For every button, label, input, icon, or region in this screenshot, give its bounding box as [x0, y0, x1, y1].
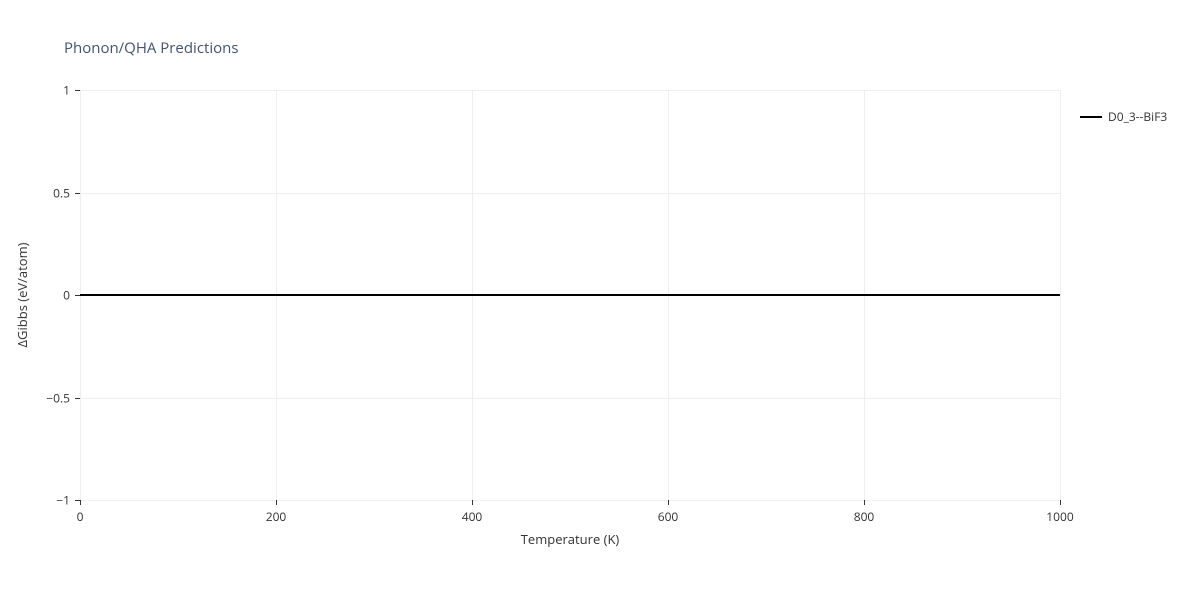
x-tick-mark [80, 500, 81, 505]
x-tick-mark [472, 500, 473, 505]
y-tick-label: 0 [40, 287, 70, 304]
x-axis-label: Temperature (K) [521, 530, 620, 548]
x-tick-label: 600 [658, 508, 679, 525]
x-tick-label: 0 [77, 508, 84, 525]
x-tick-mark [668, 500, 669, 505]
y-tick-mark [75, 193, 80, 194]
legend[interactable]: D0_3--BiF3 [1080, 108, 1167, 125]
x-tick-label: 800 [854, 508, 875, 525]
grid-line-horizontal [80, 193, 1060, 194]
y-tick-label: 0.5 [40, 184, 70, 201]
legend-swatch [1080, 116, 1102, 118]
chart-title: Phonon/QHA Predictions [64, 38, 239, 58]
grid-line-horizontal [80, 398, 1060, 399]
legend-series-label: D0_3--BiF3 [1108, 108, 1167, 125]
y-tick-mark [75, 398, 80, 399]
y-tick-mark [75, 90, 80, 91]
y-tick-label: −1 [40, 492, 70, 509]
grid-line-vertical [1060, 90, 1061, 500]
y-tick-mark [75, 500, 80, 501]
x-tick-label: 200 [266, 508, 287, 525]
y-axis-label: ΔGibbs (eV/atom) [13, 243, 31, 348]
chart-container: Phonon/QHA Predictions 0 200 400 600 800 1000… [0, 0, 1200, 600]
y-tick-label: 1 [40, 82, 70, 99]
x-tick-label: 400 [462, 508, 483, 525]
grid-line-horizontal [80, 500, 1060, 501]
y-tick-mark [75, 295, 80, 296]
x-tick-mark [276, 500, 277, 505]
series-line[interactable] [80, 294, 1060, 296]
grid-line-horizontal [80, 90, 1060, 91]
plot-area[interactable] [80, 90, 1060, 500]
x-tick-label: 1000 [1046, 508, 1073, 525]
y-tick-label: −0.5 [40, 389, 70, 406]
x-tick-mark [864, 500, 865, 505]
x-tick-mark [1060, 500, 1061, 505]
